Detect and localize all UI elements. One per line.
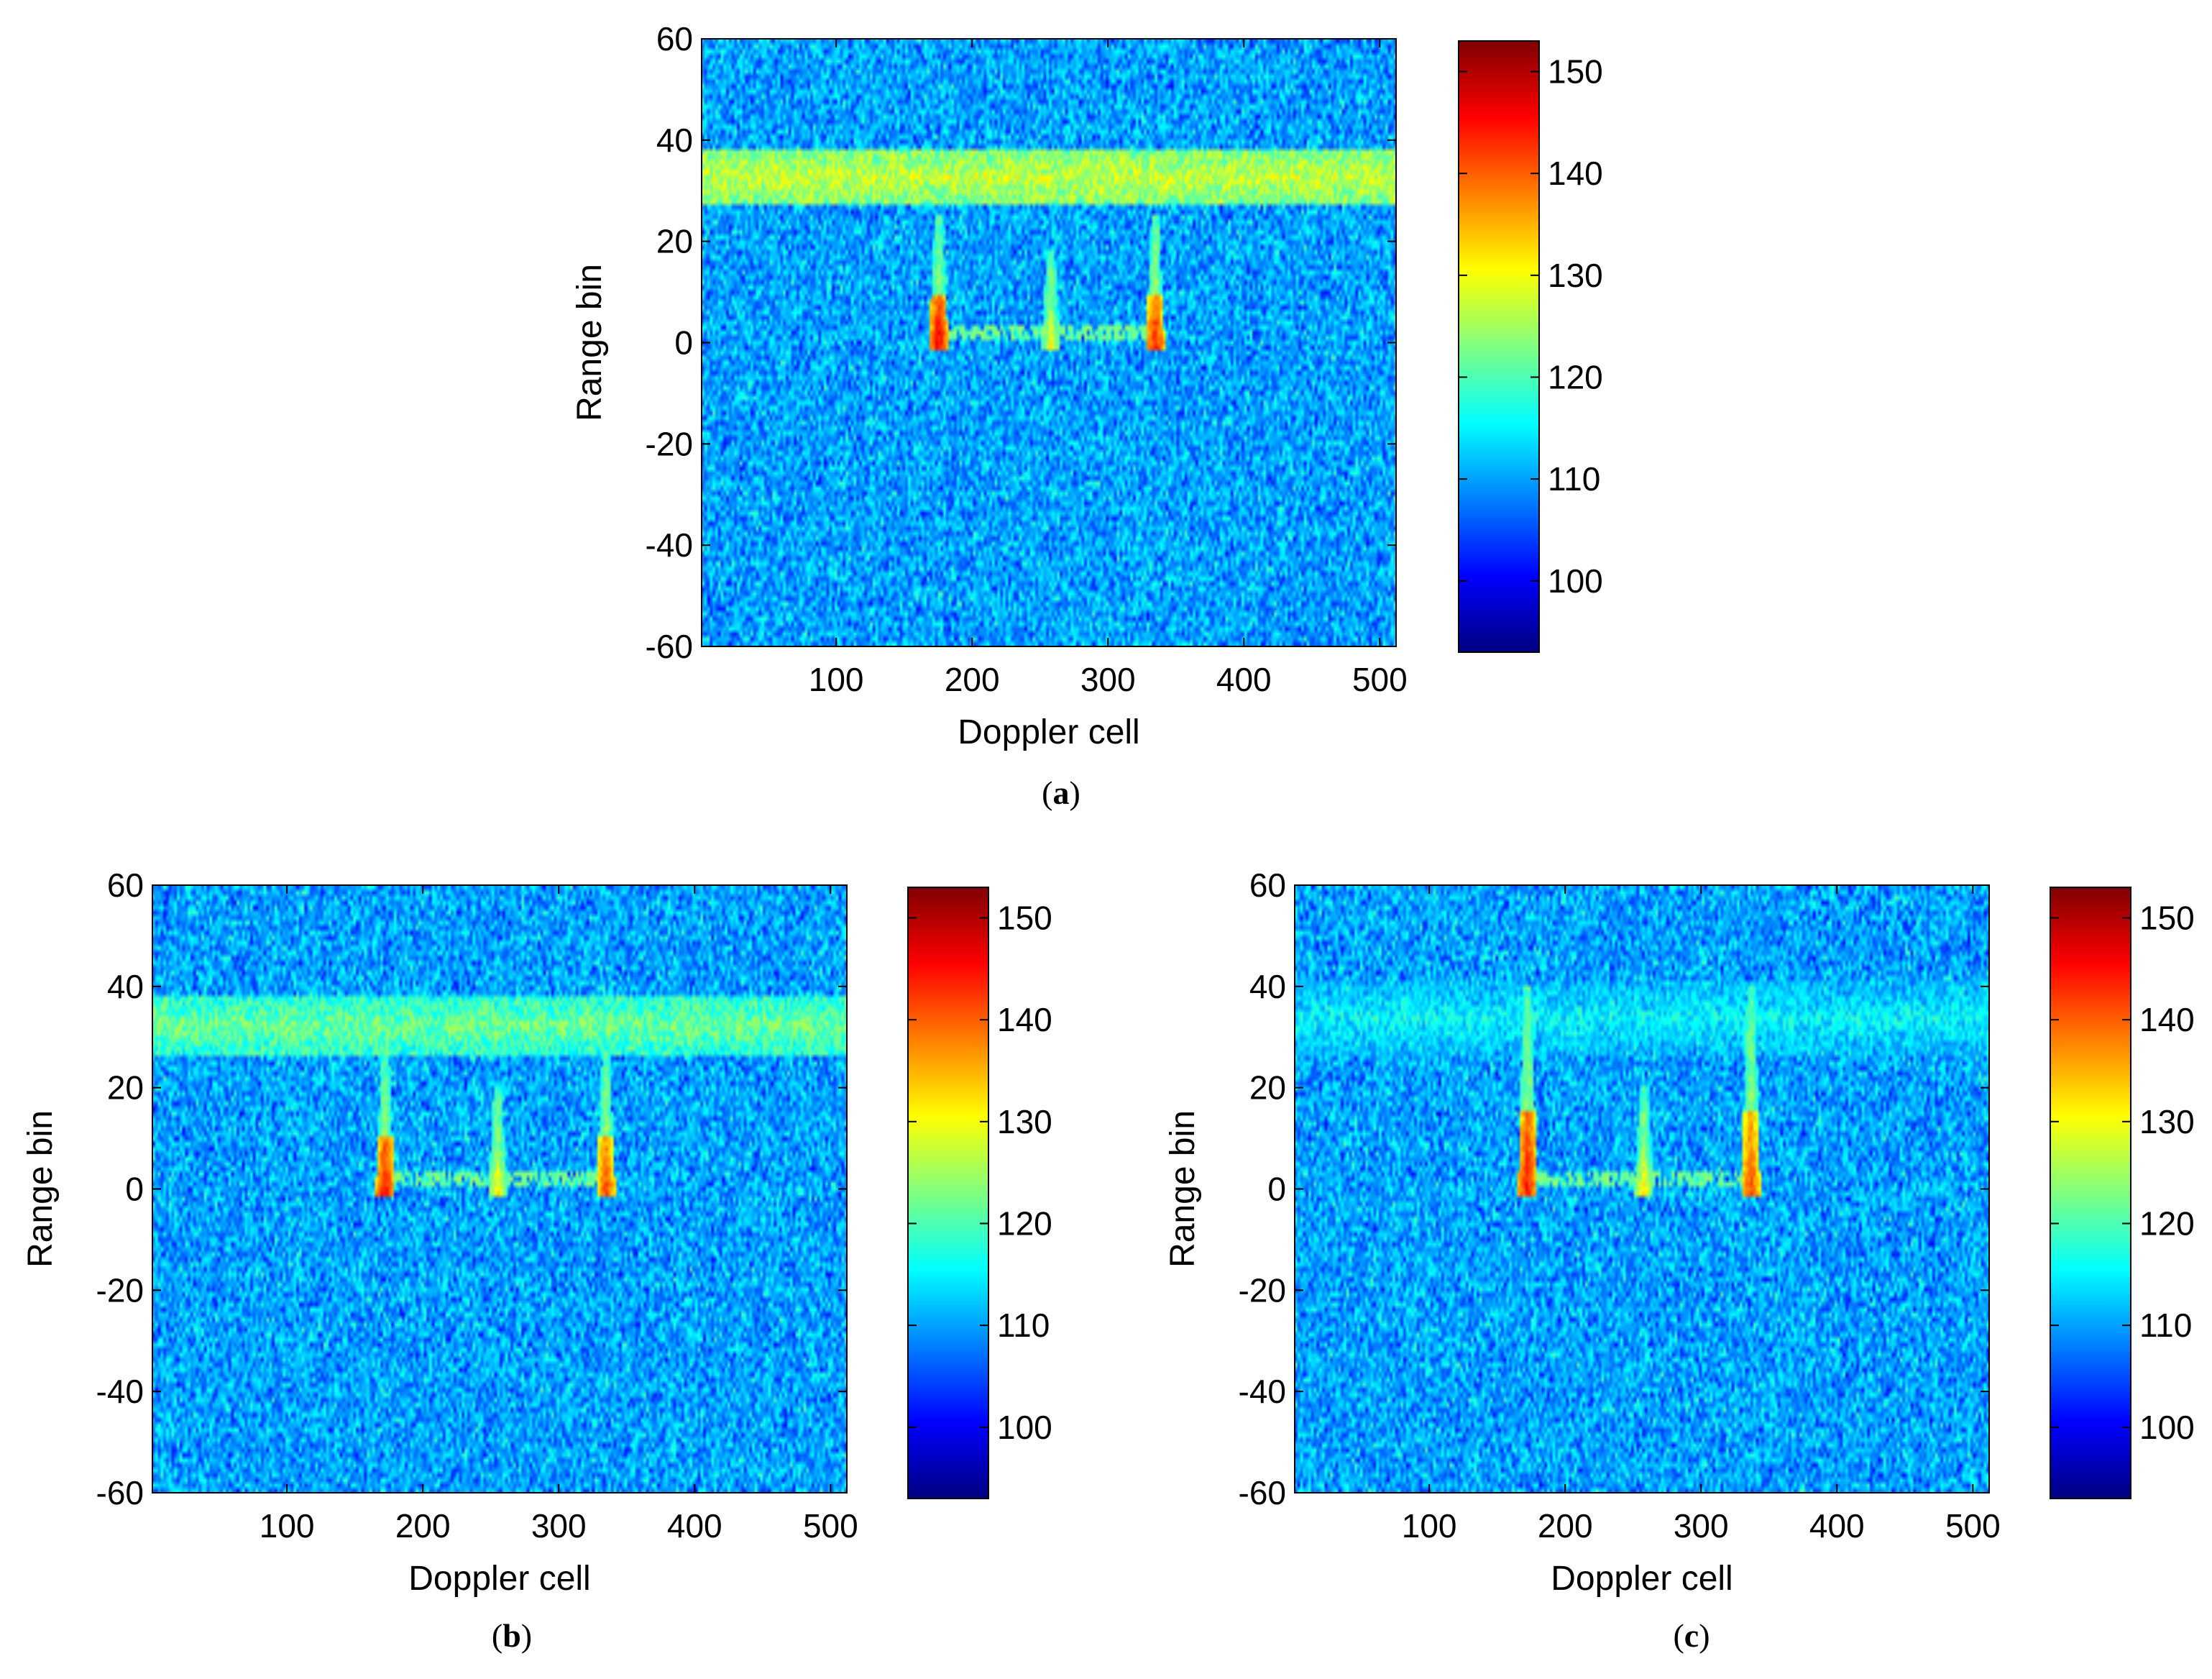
colorbar-tick-label: 120 — [1548, 359, 1603, 396]
y-tick-label: 60 — [1249, 866, 1286, 904]
y-tick-label: -60 — [1239, 1474, 1286, 1511]
heatmap-image — [152, 885, 847, 1493]
y-tick-label: 20 — [1249, 1069, 1286, 1107]
x-tick-label: 500 — [1352, 661, 1408, 698]
x-axis-title: Doppler cell — [408, 1560, 590, 1598]
panel-caption: (b) — [492, 1617, 532, 1654]
caption-close-paren: ) — [521, 1617, 532, 1654]
y-tick-label: 60 — [656, 20, 693, 58]
caption-close-paren: ) — [1699, 1617, 1710, 1654]
caption-letter: a — [1053, 774, 1070, 811]
x-tick-label: 400 — [1216, 661, 1272, 698]
colorbar-tick-label: 130 — [2139, 1103, 2195, 1140]
colorbar-tick-label: 140 — [2139, 1001, 2195, 1038]
colorbar-tick-label: 150 — [2139, 900, 2195, 937]
caption-letter: b — [502, 1617, 521, 1654]
x-tick-label: 500 — [1945, 1507, 2001, 1545]
colorbar-tick-label: 130 — [1548, 257, 1603, 294]
colorbar-tick-label: 150 — [997, 900, 1052, 937]
y-tick-label: -40 — [646, 526, 693, 564]
colorbar-tick-label: 100 — [1548, 562, 1603, 600]
colorbar-tick-label: 120 — [997, 1205, 1052, 1243]
x-axis-title: Doppler cell — [958, 713, 1139, 751]
x-tick-label: 400 — [1809, 1507, 1865, 1545]
colorbar-tick-label: 140 — [1548, 155, 1603, 192]
y-tick-label: 0 — [674, 324, 693, 362]
panel-caption: (c) — [1673, 1617, 1710, 1654]
x-tick-label: 100 — [1402, 1507, 1457, 1545]
colorbar — [907, 887, 989, 1499]
y-tick-label: 0 — [1267, 1171, 1286, 1208]
y-tick-label: -20 — [646, 425, 693, 462]
colorbar-tick-label: 110 — [1548, 460, 1600, 498]
y-tick-label: -20 — [96, 1271, 144, 1309]
heatmap-image — [702, 39, 1396, 646]
x-axis-title: Doppler cell — [1551, 1560, 1733, 1598]
panel-c: 100 200 300 400 500 60 40 20 0 -20 -40 -60 Doppler c… — [1121, 827, 2212, 1679]
x-tick-label: 200 — [395, 1507, 451, 1545]
y-tick-label: -60 — [646, 628, 693, 665]
y-tick-label: 40 — [107, 968, 144, 1005]
x-tick-label: 300 — [1674, 1507, 1729, 1545]
y-axis-title: Range bin — [22, 1110, 60, 1268]
x-tick-label: 100 — [809, 661, 864, 698]
colorbar-tick-label: 100 — [2139, 1409, 2195, 1446]
caption-open-paren: ( — [1673, 1617, 1684, 1654]
colorbar-tick-label: 130 — [997, 1103, 1052, 1140]
y-tick-label: -40 — [96, 1373, 144, 1410]
y-tick-label: -40 — [1239, 1373, 1286, 1410]
caption-letter: c — [1684, 1617, 1699, 1654]
x-tick-label: 300 — [1080, 661, 1136, 698]
y-tick-label: 20 — [656, 223, 693, 260]
colorbar-tick-label: 110 — [997, 1307, 1050, 1344]
y-tick-label: 0 — [125, 1171, 144, 1208]
x-tick-label: 200 — [1538, 1507, 1593, 1545]
x-tick-label: 100 — [260, 1507, 315, 1545]
y-axis-title: Range bin — [571, 264, 609, 421]
panel-b: 100 200 300 400 500 60 40 20 0 -20 -40 -60 Doppler c… — [0, 827, 1121, 1679]
colorbar-tick-label: 150 — [1548, 53, 1603, 91]
colorbar-tick-label: 110 — [2139, 1307, 2192, 1344]
y-tick-label: 40 — [1249, 968, 1286, 1005]
x-tick-label: 500 — [803, 1507, 858, 1545]
caption-close-paren: ) — [1070, 774, 1080, 811]
y-tick-label: 40 — [656, 122, 693, 159]
panel-a: 100 200 300 400 500 60 40 20 0 -20 -40 -60 Doppler c… — [0, 0, 2212, 827]
colorbar-tick-label: 100 — [997, 1409, 1052, 1446]
panel-caption: (a) — [1042, 774, 1080, 811]
colorbar — [2050, 887, 2131, 1499]
y-tick-label: -60 — [96, 1474, 144, 1511]
y-tick-label: 20 — [107, 1069, 144, 1107]
caption-open-paren: ( — [492, 1617, 502, 1654]
colorbar — [1458, 40, 1540, 653]
x-tick-label: 300 — [531, 1507, 587, 1545]
caption-open-paren: ( — [1042, 774, 1052, 811]
heatmap-image — [1295, 885, 1989, 1493]
colorbar-tick-label: 140 — [997, 1001, 1052, 1038]
y-tick-label: -20 — [1239, 1271, 1286, 1309]
y-axis-title: Range bin — [1164, 1110, 1202, 1268]
colorbar-tick-label: 120 — [2139, 1205, 2195, 1243]
y-tick-label: 60 — [107, 866, 144, 904]
x-tick-label: 400 — [667, 1507, 722, 1545]
x-tick-label: 200 — [945, 661, 1000, 698]
